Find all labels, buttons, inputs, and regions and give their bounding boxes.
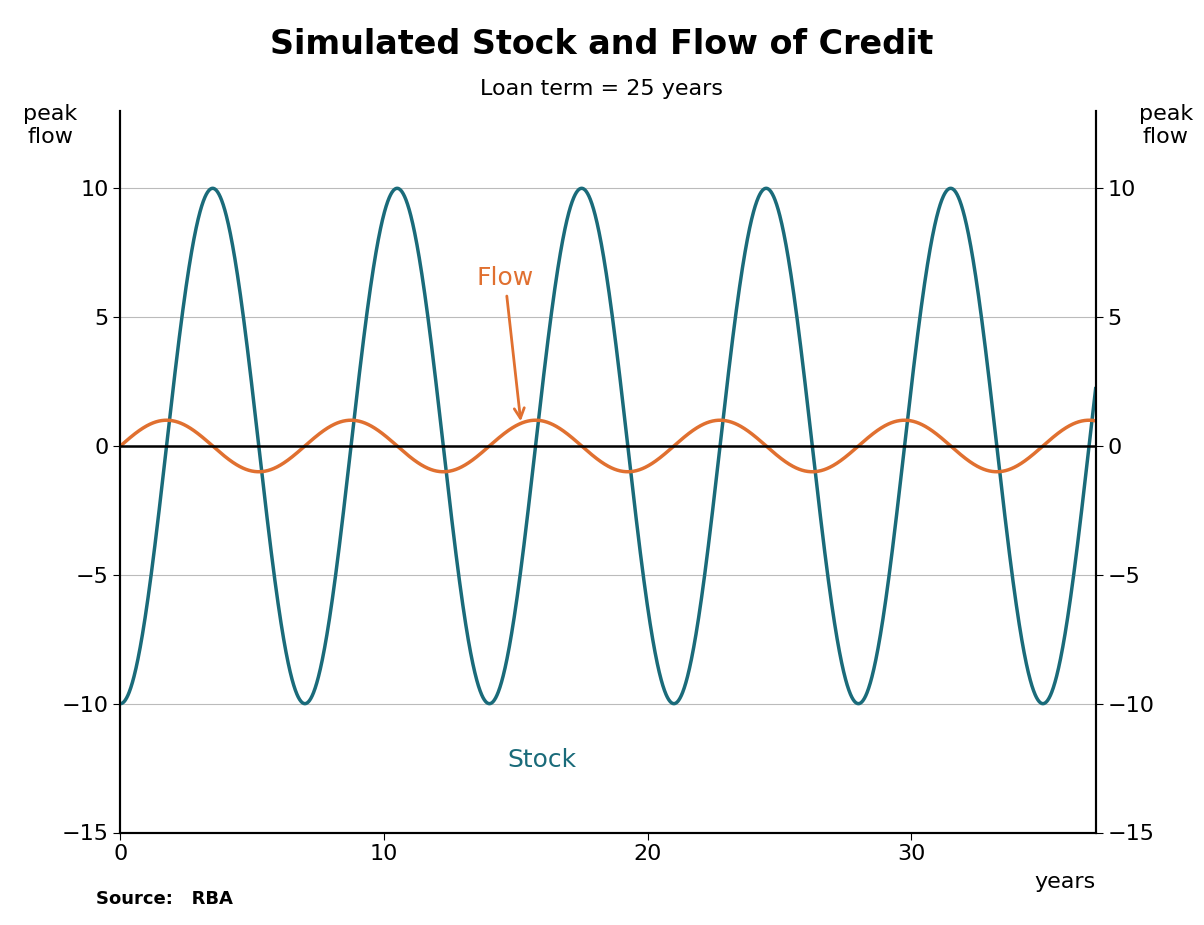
Y-axis label: peak
flow: peak flow: [23, 104, 77, 147]
Text: Stock: Stock: [508, 748, 577, 772]
Y-axis label: peak
flow: peak flow: [1139, 104, 1193, 147]
Text: Loan term = 25 years: Loan term = 25 years: [480, 79, 724, 99]
Text: Simulated Stock and Flow of Credit: Simulated Stock and Flow of Credit: [271, 28, 933, 61]
Text: Flow: Flow: [477, 266, 533, 418]
Text: Source:   RBA: Source: RBA: [96, 891, 234, 908]
Text: years: years: [1034, 872, 1096, 893]
